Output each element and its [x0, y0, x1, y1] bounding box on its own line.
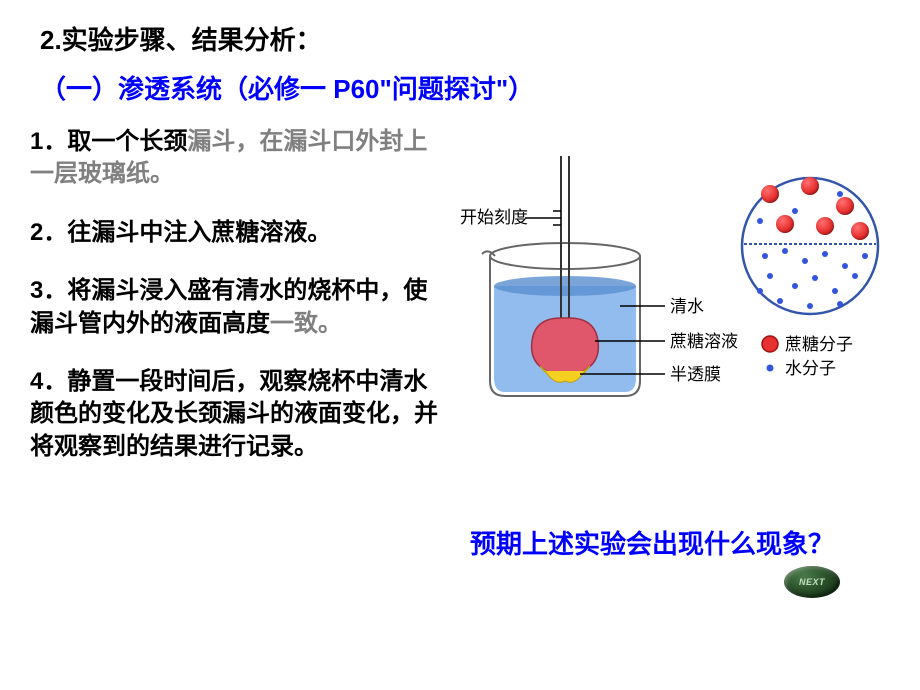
sucrose-molecule [851, 222, 869, 240]
molecule-overlay [450, 156, 890, 436]
step-1-text: 1．取一个长颈 [30, 128, 187, 155]
sucrose-molecule [776, 215, 794, 233]
diagram-column: 开始刻度 清水 蔗糖溶液 半透膜 蔗糖分子 [450, 126, 890, 562]
water-molecule [812, 275, 818, 281]
step-3-text: 3．将漏斗浸入盛有清水的烧杯中，使漏斗管内外的液面高度 [30, 277, 427, 336]
water-molecule [782, 248, 788, 254]
water-molecule [802, 258, 808, 264]
section-subtitle: （一）渗透系统（必修一 P60"问题探讨"） [30, 69, 890, 106]
next-button-label: NEXT [799, 577, 825, 587]
sucrose-molecule [801, 177, 819, 195]
step-1: 1．取一个长颈漏斗，在漏斗口外封上一层玻璃纸。 [30, 126, 440, 191]
step-4: 4．静置一段时间后，观察烧杯中清水颜色的变化及长颈漏斗的液面变化，并将观察到的结… [30, 366, 440, 463]
slide: 2.实验步骤、结果分析： （一）渗透系统（必修一 P60"问题探讨"） 1．取一… [0, 0, 920, 690]
question-text: 预期上述实验会出现什么现象？ [450, 526, 890, 562]
osmosis-diagram: 开始刻度 清水 蔗糖溶液 半透膜 蔗糖分子 [450, 156, 890, 436]
sucrose-molecule [816, 217, 834, 235]
sucrose-molecule [836, 197, 854, 215]
water-molecule [792, 208, 798, 214]
next-button[interactable]: NEXT [784, 566, 840, 598]
water-molecule [822, 251, 828, 257]
water-molecule [792, 283, 798, 289]
water-molecule [852, 273, 858, 279]
content-area: 1．取一个长颈漏斗，在漏斗口外封上一层玻璃纸。 2．往漏斗中注入蔗糖溶液。 3．… [30, 126, 890, 562]
water-molecule [762, 253, 768, 259]
step-3-gray: 一致。 [270, 310, 342, 337]
water-molecule [767, 273, 773, 279]
sucrose-molecule [761, 185, 779, 203]
water-molecule [837, 191, 843, 197]
water-molecule [777, 298, 783, 304]
water-molecule [832, 288, 838, 294]
water-molecule [757, 218, 763, 224]
water-molecule [842, 263, 848, 269]
step-2: 2．往漏斗中注入蔗糖溶液。 [30, 217, 440, 249]
steps-column: 1．取一个长颈漏斗，在漏斗口外封上一层玻璃纸。 2．往漏斗中注入蔗糖溶液。 3．… [30, 126, 440, 562]
water-molecule [862, 253, 868, 259]
section-title: 2.实验步骤、结果分析： [30, 20, 890, 57]
water-molecule [757, 288, 763, 294]
step-3: 3．将漏斗浸入盛有清水的烧杯中，使漏斗管内外的液面高度一致。 [30, 275, 440, 340]
water-molecule [837, 301, 843, 307]
water-molecule [807, 303, 813, 309]
